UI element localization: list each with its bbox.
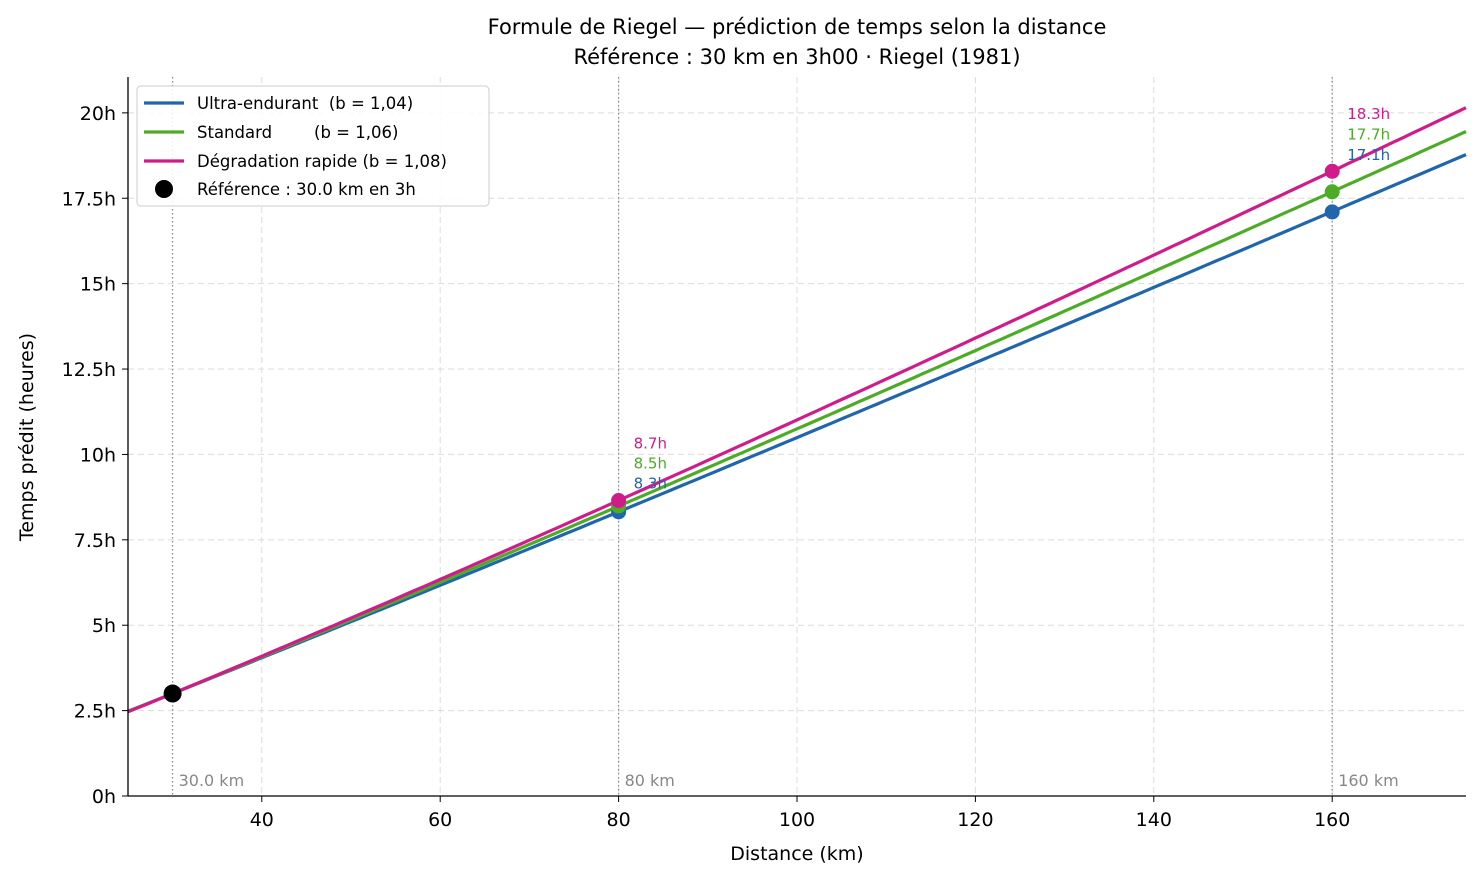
y-axis-label: Temps prédit (heures) [16,333,38,542]
vertical-marker-label: 30.0 km [179,771,245,790]
y-tick-label: 20h [80,103,116,125]
y-tick-label: 2.5h [74,701,116,723]
series-line [127,153,1467,713]
y-tick-label: 17.5h [62,188,116,210]
data-label: 8.5h [634,454,667,472]
y-tick-label: 5h [92,615,116,637]
y-tick-label: 12.5h [62,359,116,381]
data-point [1324,184,1340,200]
vertical-marker-label: 80 km [625,771,675,790]
legend-label: Dégradation rapide (b = 1,08) [197,152,447,171]
legend-box [136,85,490,207]
y-tick-label: 7.5h [74,530,116,552]
data-label: 18.3h [1347,105,1390,123]
x-tick-label: 60 [428,809,452,831]
y-tick-label: 0h [92,786,116,808]
legend-label: Standard (b = 1,06) [197,123,398,142]
chart-title: Formule de Riegel — prédiction de temps … [488,15,1107,39]
x-tick-label: 120 [957,809,993,831]
chart-subtitle: Référence : 30 km en 3h00 · Riegel (1981… [573,45,1020,69]
x-tick-label: 160 [1314,809,1350,831]
axes: 40 60 80 100 120 140 160 0h 2.5h 5h 7.5h 10h 12.5h 15… [62,77,1466,831]
data-point [1324,163,1340,179]
data-label: 17.7h [1347,126,1390,144]
series-points: 8.7h 8.5h 8.3h 18.3h 17.7h 17.1h [163,105,1390,703]
x-axis-label: Distance (km) [730,843,863,865]
x-tick-label: 140 [1136,809,1172,831]
legend-label: Référence : 30.0 km en 3h [197,180,416,199]
data-point [1324,204,1340,220]
x-tick-label: 80 [607,809,631,831]
y-tick-label: 10h [80,444,116,466]
legend: Ultra-endurant (b = 1,04) Standard (b = 1… [136,85,490,207]
x-tick-label: 40 [250,809,274,831]
data-point [611,493,627,509]
vertical-markers: 30.0 km 80 km 160 km [172,77,1399,796]
data-label: 8.7h [634,434,667,452]
series-lines [127,106,1467,714]
reference-point [163,684,182,703]
legend-label: Ultra-endurant (b = 1,04) [197,94,413,113]
legend-reference-marker [155,180,173,198]
x-tick-label: 100 [779,809,815,831]
series-line [127,106,1467,714]
y-tick-label: 15h [80,274,116,296]
data-label: 17.1h [1347,146,1390,164]
series-line [127,130,1467,713]
data-label: 8.3h [634,474,667,492]
vertical-marker-label: 160 km [1338,771,1398,790]
